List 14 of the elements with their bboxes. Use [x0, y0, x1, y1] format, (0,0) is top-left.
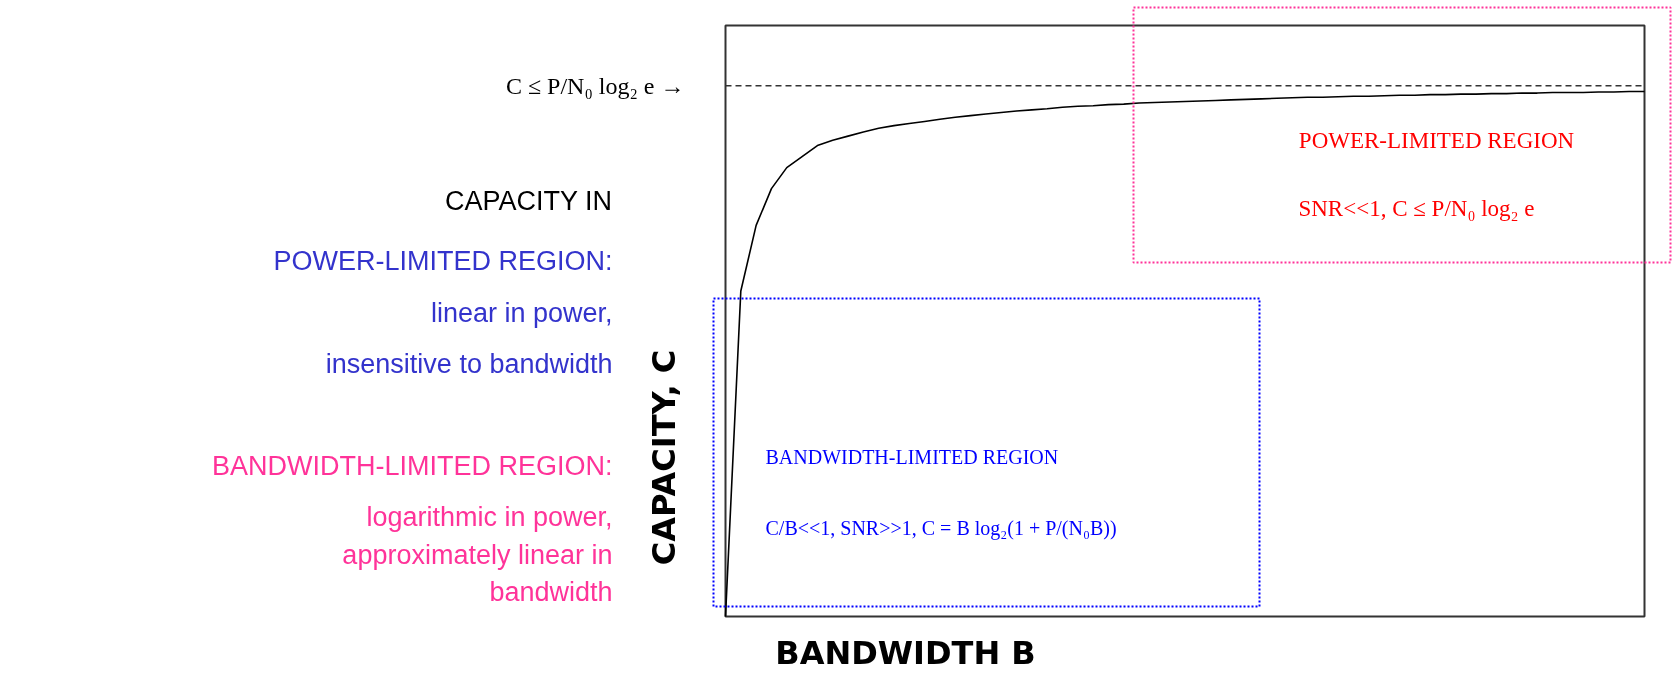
text: CAPACITY IN	[444, 185, 613, 216]
text: linear in power,	[430, 297, 613, 328]
annotation: C/B<<1, SNR>>1, C = B log₂(1 + P/(N₀B))	[765, 516, 1117, 540]
text: approximately linear in bandwidth	[342, 539, 613, 607]
annotation: POWER-LIMITED REGION	[1298, 128, 1575, 153]
text: insensitive to bandwidth	[325, 348, 613, 379]
x-axis-title: BANDWIDTH B	[775, 633, 1036, 672]
y-axis-title: CAPACITY, C	[644, 349, 683, 566]
text: POWER-LIMITED REGION:	[273, 245, 613, 276]
text: BANDWIDTH-LIMITED REGION:	[212, 450, 613, 481]
text: logarithmic in power,	[366, 501, 613, 532]
annotation: BANDWIDTH-LIMITED REGION	[765, 445, 1059, 468]
ref-line-label: C ≤ P/N₀ log₂ e →	[505, 72, 685, 99]
annotation: SNR<<1, C ≤ P/N₀ log₂ e	[1298, 196, 1535, 221]
